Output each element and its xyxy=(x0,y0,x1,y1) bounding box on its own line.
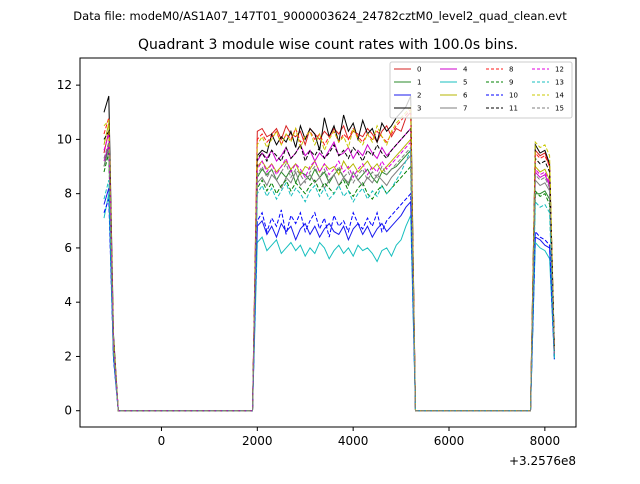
chart-title: Quadrant 3 module wise count rates with … xyxy=(138,37,518,53)
legend-label-0: 0 xyxy=(417,66,421,74)
legend-label-8: 8 xyxy=(509,66,513,74)
x-tick-label: 0 xyxy=(158,434,166,448)
series-line-10 xyxy=(103,192,555,412)
plot-frame xyxy=(79,57,577,428)
legend-label-10: 10 xyxy=(509,92,518,100)
legend-label-9: 9 xyxy=(509,79,513,87)
series-line-4 xyxy=(103,127,555,412)
x-axis: 0 2000 4000 6000 8000 xyxy=(158,427,560,448)
series-line-1 xyxy=(103,144,555,412)
y-tick-label: 6 xyxy=(64,241,72,255)
series-line-7 xyxy=(103,150,555,412)
y-tick-label: 2 xyxy=(64,349,72,363)
y-tick-label: 8 xyxy=(64,187,72,201)
y-tick-label: 0 xyxy=(64,404,72,418)
series-line-13 xyxy=(103,150,555,412)
y-tick-label: 12 xyxy=(57,78,72,92)
legend-label-2: 2 xyxy=(417,92,421,100)
x-tick-label: 2000 xyxy=(242,434,273,448)
legend-box xyxy=(389,61,573,119)
y-tick-label: 10 xyxy=(57,132,72,146)
series-layer xyxy=(103,95,555,412)
series-line-9 xyxy=(103,152,555,412)
x-tick-label: 8000 xyxy=(530,434,561,448)
legend-label-7: 7 xyxy=(463,105,467,113)
series-line-5 xyxy=(103,193,555,412)
x-offset-label: +3.2576e8 xyxy=(509,454,576,468)
legend-label-3: 3 xyxy=(417,105,421,113)
legend-label-4: 4 xyxy=(463,66,468,74)
series-line-11 xyxy=(103,127,555,412)
y-axis: 0 2 4 6 8 10 12 xyxy=(57,78,80,418)
series-line-2 xyxy=(103,188,555,412)
series-line-15 xyxy=(103,141,555,412)
legend-label-1: 1 xyxy=(417,79,421,87)
suptitle: Data file: modeM0/AS1A07_147T01_90000036… xyxy=(73,9,567,23)
series-line-8 xyxy=(103,108,555,412)
legend-label-5: 5 xyxy=(463,79,467,87)
legend-label-6: 6 xyxy=(463,92,468,100)
series-line-6 xyxy=(103,122,555,412)
x-tick-label: 4000 xyxy=(338,434,369,448)
legend-label-14: 14 xyxy=(555,92,564,100)
legend-label-11: 11 xyxy=(509,105,518,113)
series-line-0 xyxy=(103,111,555,412)
series-line-12 xyxy=(103,133,555,412)
y-tick-label: 4 xyxy=(64,295,72,309)
x-tick-label: 6000 xyxy=(434,434,465,448)
series-line-3 xyxy=(103,95,555,412)
legend-label-15: 15 xyxy=(555,105,564,113)
legend-label-13: 13 xyxy=(555,79,564,87)
legend-label-12: 12 xyxy=(555,66,564,74)
